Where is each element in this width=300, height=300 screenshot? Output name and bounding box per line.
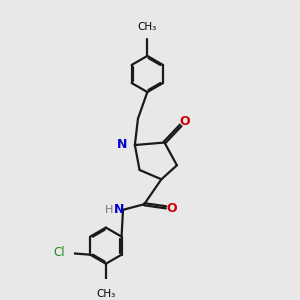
- Text: H: H: [105, 205, 113, 215]
- Text: CH₃: CH₃: [138, 22, 157, 32]
- Text: O: O: [166, 202, 177, 215]
- Text: O: O: [180, 115, 190, 128]
- Text: Cl: Cl: [53, 246, 65, 259]
- Text: N: N: [117, 138, 128, 151]
- Text: N: N: [114, 203, 125, 216]
- Text: CH₃: CH₃: [96, 289, 116, 299]
